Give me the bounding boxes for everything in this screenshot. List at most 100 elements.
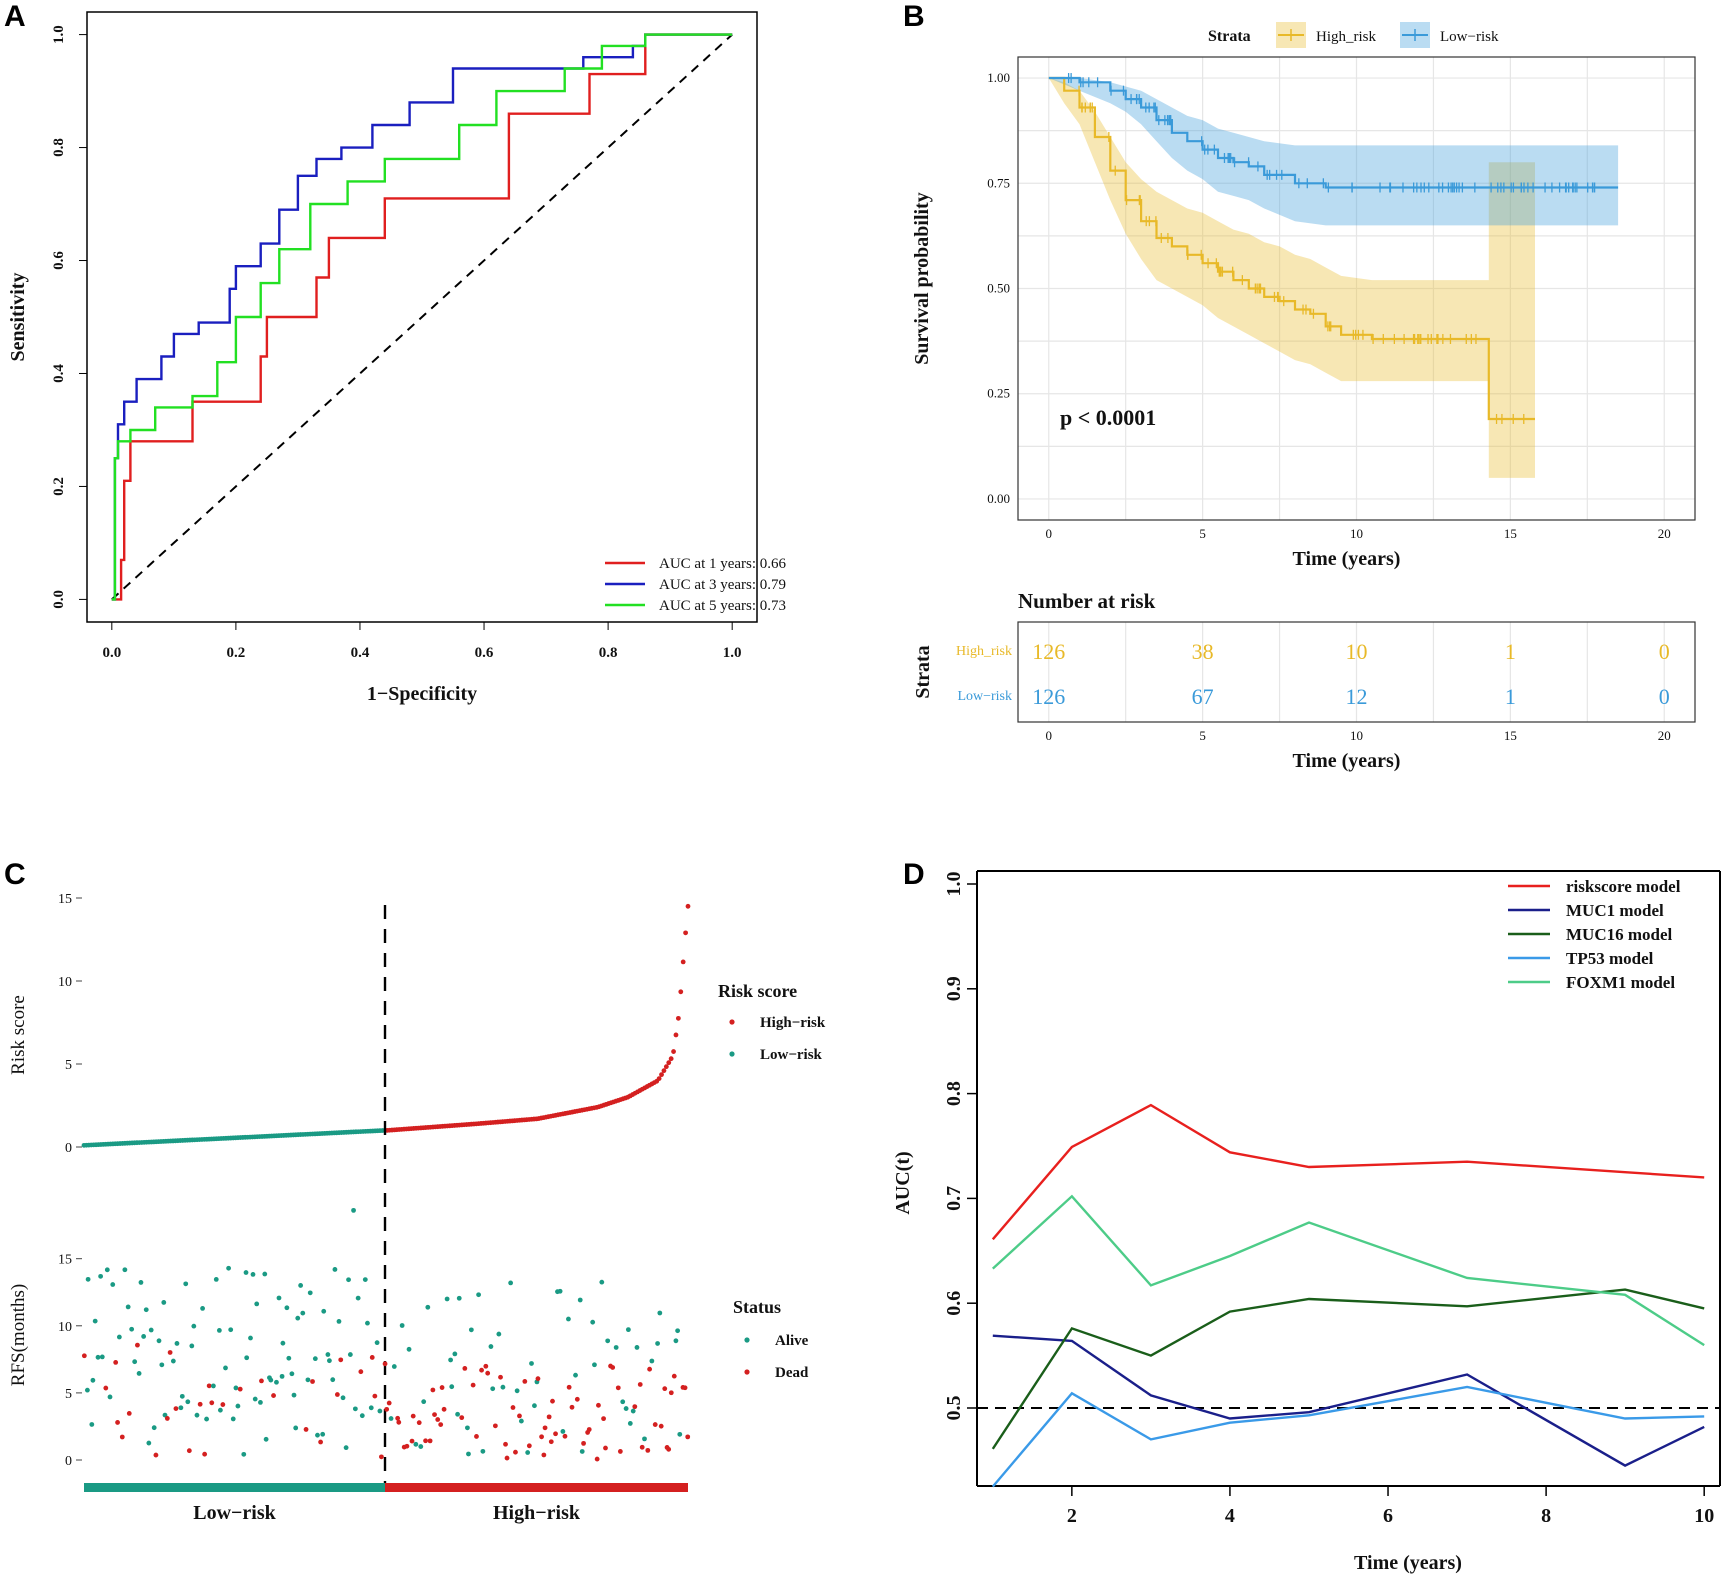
status-point-dead [522, 1378, 528, 1384]
group-label-high-risk: High−risk [493, 1502, 581, 1524]
status-point-dead [548, 1439, 554, 1445]
status-point-dead [237, 1386, 243, 1392]
auc-line-foxm1-model [991, 1194, 1705, 1347]
status-point-alive [449, 1384, 455, 1390]
top-legend-label: Low−risk [760, 1047, 823, 1063]
status-point-dead [432, 1412, 437, 1417]
status-point-alive [268, 1377, 274, 1383]
status-point-dead [410, 1413, 416, 1419]
p-value-annotation: p < 0.0001 [1060, 405, 1156, 430]
status-point-alive [374, 1340, 380, 1346]
status-point-dead [404, 1443, 410, 1449]
x-tick-label: 2 [1067, 1505, 1077, 1527]
status-point-dead [685, 1434, 691, 1440]
status-point-alive [89, 1422, 95, 1427]
survival-curve-high-risk [1048, 76, 1535, 421]
status-point-alive [141, 1334, 147, 1339]
roc-curve-2 [111, 33, 733, 601]
status-point-alive [500, 1384, 506, 1390]
y-axis-title: AUC(t) [892, 1151, 914, 1214]
x-tick-label: 0 [1046, 526, 1053, 541]
status-point-alive [223, 1365, 228, 1371]
risk-count: 126 [1032, 684, 1065, 709]
status-point-dead [610, 1365, 616, 1370]
status-point-dead [416, 1420, 422, 1426]
status-point-alive [107, 1394, 113, 1400]
status-point-alive [343, 1445, 349, 1451]
top-y-tick-label: 0 [65, 1141, 72, 1156]
panel-letter-d: D [903, 858, 925, 891]
status-point-alive [162, 1412, 168, 1418]
status-point-dead [303, 1427, 309, 1432]
panel-a-roc-chart: 0.0 0.2 0.4 0.6 0.8 1.0 0.0 0.2 0.4 0.6 0.8 1.0 1−Sp… [7, 11, 787, 705]
status-point-dead [338, 1357, 344, 1363]
bottom-y-axis-title: RFS(months) [8, 1284, 29, 1386]
risk-table-title: Number at risk [1018, 589, 1156, 613]
status-point-alive [295, 1315, 301, 1321]
status-point-alive [352, 1406, 358, 1412]
status-point-alive [307, 1290, 313, 1296]
status-point-alive [161, 1300, 167, 1305]
status-point-alive [276, 1295, 282, 1301]
group-label-low-risk: Low−risk [193, 1502, 276, 1524]
status-point-alive [377, 1408, 383, 1414]
status-point-alive [425, 1304, 431, 1310]
status-point-dead [209, 1400, 215, 1406]
status-point-alive [605, 1338, 611, 1344]
auc-line-muc1-model [992, 1334, 1705, 1467]
status-point-alive [625, 1327, 631, 1333]
status-point-alive [599, 1279, 605, 1285]
status-point-dead [135, 1342, 140, 1348]
status-point-alive [159, 1362, 165, 1368]
panel-letter-a: A [4, 0, 26, 33]
status-point-dead [271, 1393, 276, 1398]
status-point-alive [235, 1403, 241, 1409]
status-point-dead [485, 1370, 491, 1376]
status-point-alive [529, 1361, 534, 1366]
status-point-alive [340, 1395, 346, 1401]
bottom-legend-label: Dead [775, 1365, 809, 1381]
status-point-alive [280, 1340, 286, 1346]
status-point-dead [164, 1416, 170, 1421]
status-point-alive [406, 1346, 412, 1352]
status-point-alive [573, 1372, 578, 1378]
status-point-alive [151, 1425, 157, 1431]
status-point-alive [174, 1341, 180, 1346]
status-point-alive [532, 1403, 537, 1409]
status-point-dead [586, 1427, 592, 1432]
risk-x-tick-label: 15 [1504, 728, 1517, 743]
status-point-alive [138, 1280, 144, 1285]
status-point-alive [456, 1295, 462, 1301]
status-point-alive [262, 1271, 268, 1277]
status-point-alive [110, 1282, 116, 1287]
status-point-dead [647, 1366, 653, 1372]
status-point-alive [336, 1318, 342, 1324]
status-point-alive [315, 1432, 320, 1438]
status-point-dead [153, 1452, 159, 1458]
risk-point-high [680, 959, 686, 965]
status-point-alive [327, 1358, 332, 1364]
status-point-dead [682, 1385, 688, 1391]
y-tick-label: 0.00 [987, 491, 1010, 506]
status-point-dead [498, 1374, 503, 1380]
status-point-alive [655, 1341, 660, 1346]
status-point-dead [386, 1400, 392, 1406]
x-axis-title: Time (years) [1354, 1552, 1462, 1574]
risk-count: 0 [1659, 684, 1670, 709]
status-point-alive [391, 1364, 397, 1369]
status-point-alive [122, 1267, 128, 1273]
y-tick-label: 0.5 [943, 1396, 965, 1421]
status-point-alive [228, 1327, 234, 1333]
status-point-dead [202, 1451, 208, 1457]
status-point-alive [252, 1396, 258, 1402]
y-tick-label: 0.6 [943, 1291, 965, 1316]
status-point-dead [517, 1413, 522, 1419]
status-point-alive [496, 1331, 502, 1337]
bottom-y-tick-label: 15 [58, 1253, 72, 1268]
status-point-dead [569, 1404, 575, 1410]
risk-count: 1 [1505, 684, 1516, 709]
status-point-dead [438, 1422, 444, 1427]
status-point-dead [384, 1406, 390, 1412]
risk-point-high [656, 1076, 662, 1082]
status-point-alive [300, 1310, 306, 1316]
